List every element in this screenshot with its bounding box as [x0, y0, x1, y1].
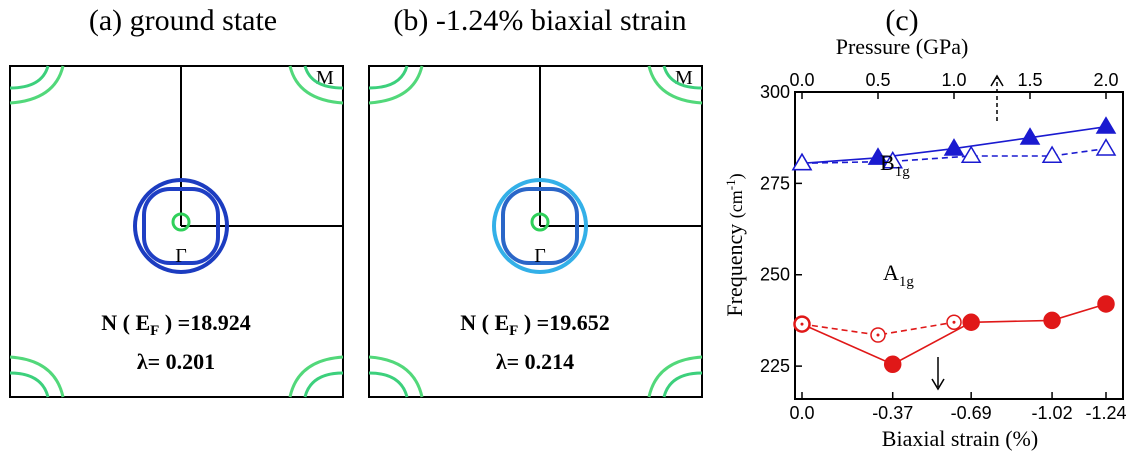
bottom-axis-title: Biaxial strain (%) [882, 426, 1038, 451]
bottom-axis-arrowhead [931, 378, 945, 391]
data-point-B1g-triangle [791, 152, 813, 171]
bottom-tick-label: 0.0 [789, 403, 814, 423]
y-tick-label: 275 [760, 173, 790, 193]
data-point-A1g-circle [1097, 295, 1115, 313]
series-line-A1g-solid [801, 303, 1107, 366]
y-tick-label: 250 [760, 265, 790, 285]
panel-a-outer-ring [133, 178, 229, 274]
panel-a: (a) ground state M Γ N ( EF ) =18.924 λ=… [9, 4, 344, 398]
data-point-A1g-circle [1043, 311, 1061, 330]
data-point-center-dot [952, 320, 956, 324]
y-axis-title: Frequency (cm-1) [722, 173, 747, 316]
panel-b-nef: N ( EF ) =19.652 [460, 310, 609, 339]
panel-b-inner-ring [501, 187, 579, 265]
panel-a-title: (a) ground state [89, 4, 277, 37]
top-axis-title: Pressure (GPa) [836, 34, 969, 59]
panel-b-gamma-label: Γ [534, 245, 546, 267]
plot-frame [794, 91, 1124, 400]
panel-b: (b) -1.24% biaxial strain M Γ N ( EF ) =… [368, 4, 703, 398]
panel-a-gamma-label: Γ [175, 245, 187, 267]
data-point-B1g-triangle [867, 147, 889, 165]
ticks-layer: 0.0 -0.37 -0.69 -1.02 -1.24 0.0 0.5 1.0 1.5 2.0 22… [760, 70, 1127, 423]
bottom-tick-label: -0.69 [951, 403, 992, 423]
data-point-B1g-triangle [882, 150, 904, 169]
series-line-A1g-dashed [801, 321, 955, 336]
panel-a-center-pocket [171, 212, 191, 232]
panel-b-lambda: λ= 0.214 [496, 349, 574, 374]
panel-b-frame [368, 65, 703, 398]
data-point-A1g-circle [883, 355, 902, 374]
panel-a-nef: N ( EF ) =18.924 [101, 310, 250, 339]
data-point-B1g-triangle [1019, 127, 1041, 145]
data-point-B1g-triangle [1095, 138, 1117, 156]
top-axis-arrowhead [990, 74, 1004, 87]
panel-c-label: (c) [885, 4, 918, 37]
top-tick-label: 0.0 [789, 70, 814, 90]
top-tick-label: 1.5 [1017, 70, 1042, 90]
top-tick-label: 0.5 [865, 70, 890, 90]
panel-b-center-pocket [530, 212, 550, 232]
data-point-B1g-triangle [960, 145, 982, 164]
top-tick-label: 2.0 [1093, 70, 1118, 90]
y-tick-label: 300 [760, 82, 790, 102]
bottom-tick-label: -1.24 [1085, 403, 1126, 423]
data-point-B1g-triangle [1041, 145, 1063, 164]
panel-b-corner-arcs [368, 65, 703, 398]
panel-b-title: (b) -1.24% biaxial strain [393, 4, 686, 37]
bottom-tick-label: -0.37 [872, 403, 913, 423]
panel-a-corner-arcs [9, 65, 344, 398]
panel-a-frame [9, 65, 344, 398]
data-point-center-dot [800, 322, 804, 326]
frequency-chart: (c) Pressure (GPa) 0.0 -0.37 -0.69 -1.02 -1.… [722, 4, 1127, 451]
bottom-tick-label: -1.02 [1032, 403, 1073, 423]
series-layer [791, 116, 1117, 374]
data-point-B1g-triangle [1095, 116, 1117, 134]
y-tick-label: 225 [760, 356, 790, 376]
panel-a-inner-ring [142, 187, 220, 265]
panel-b-outer-ring [492, 178, 588, 274]
data-point-A1g-circle [962, 313, 980, 331]
top-tick-label: 1.0 [941, 70, 966, 90]
series-line-B1g-dashed [801, 147, 1107, 165]
data-point-B1g-triangle [943, 138, 965, 156]
a1g-label: A1g [883, 260, 914, 290]
data-point-center-dot [876, 333, 880, 337]
b1g-label: B1g [880, 150, 910, 180]
panel-a-lambda: λ= 0.201 [137, 349, 215, 374]
